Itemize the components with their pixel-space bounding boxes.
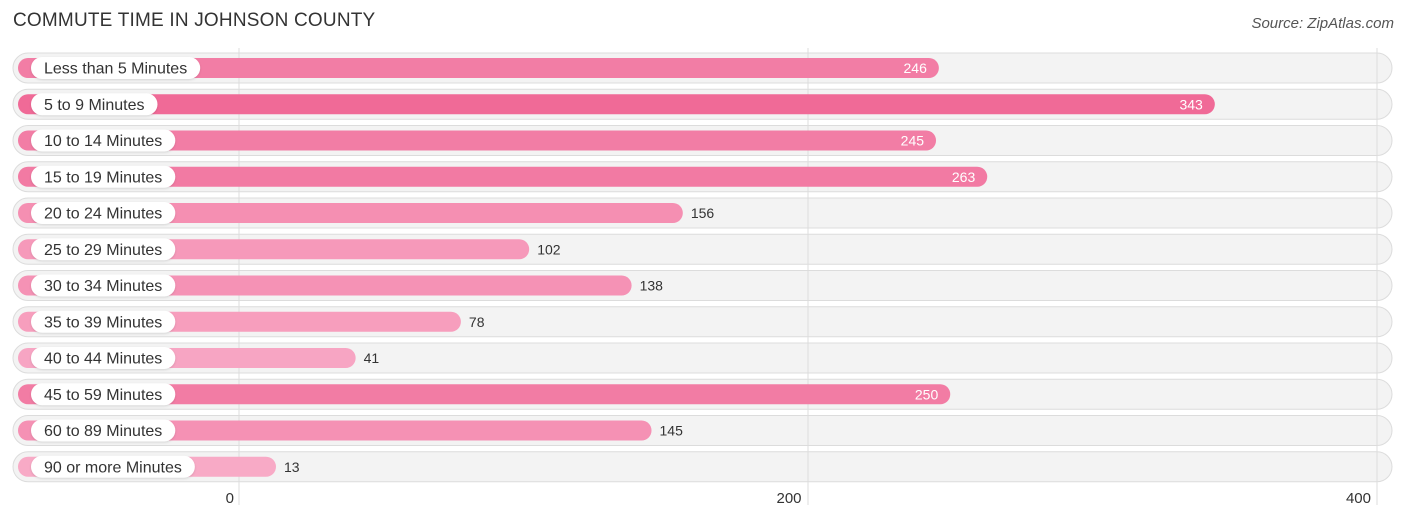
- category-label: 5 to 9 Minutes: [44, 97, 145, 114]
- category-label-pill: [31, 165, 176, 188]
- value-label: 343: [1179, 96, 1203, 112]
- category-label-pill: [31, 93, 158, 116]
- value-label: 246: [904, 60, 928, 76]
- category-label-pill: [31, 274, 176, 297]
- category-label-pill: [31, 310, 176, 333]
- category-label: 30 to 34 Minutes: [44, 278, 162, 295]
- category-labels: Less than 5 Minutes 5 to 9 Minutes 10 to 1…: [31, 57, 201, 478]
- bars: [18, 58, 1215, 477]
- category-label: 90 or more Minutes: [44, 459, 182, 476]
- value-label: 102: [537, 241, 561, 257]
- bar: [18, 203, 683, 223]
- category-label: 10 to 14 Minutes: [44, 133, 162, 150]
- category-label-pill: [31, 419, 176, 442]
- category-label-pill: [31, 57, 201, 79]
- category-label-pill: [31, 347, 176, 369]
- value-label: 138: [640, 278, 664, 294]
- category-label-pill: [31, 238, 176, 261]
- x-tick-label: 400: [1346, 490, 1371, 507]
- value-label: 156: [691, 205, 715, 221]
- category-label-pill: [31, 202, 176, 224]
- value-label: 263: [952, 169, 976, 185]
- bar: [18, 58, 939, 78]
- row-backgrounds: [12, 52, 1393, 483]
- x-tick-label: 200: [776, 490, 801, 507]
- row-background: [12, 451, 1393, 483]
- value-label: 145: [660, 423, 684, 439]
- category-label: 60 to 89 Minutes: [44, 423, 162, 440]
- value-labels: 246 343 245 263 156 102 138 78 41 250 145 13: [284, 60, 1203, 475]
- value-label: 78: [469, 314, 485, 330]
- category-label: 25 to 29 Minutes: [44, 242, 162, 259]
- category-label-pill: [31, 129, 176, 152]
- chart-title: COMMUTE TIME IN JOHNSON COUNTY: [13, 10, 376, 31]
- category-label: Less than 5 Minutes: [44, 61, 187, 78]
- category-label: 15 to 19 Minutes: [44, 169, 162, 186]
- bar: [18, 94, 1215, 115]
- source-note: Source: ZipAtlas.com: [1251, 15, 1394, 32]
- category-label: 45 to 59 Minutes: [44, 387, 162, 404]
- category-label-pill: [31, 455, 195, 478]
- bar: [18, 384, 951, 405]
- category-label: 40 to 44 Minutes: [44, 351, 162, 368]
- value-label: 250: [915, 386, 939, 402]
- bar: [18, 166, 988, 187]
- x-tick-label: 0: [226, 490, 234, 507]
- value-label: 245: [901, 133, 925, 149]
- value-label: 41: [364, 350, 380, 366]
- value-label: 13: [284, 459, 300, 475]
- bar: [18, 130, 937, 151]
- bar: [18, 420, 652, 441]
- category-label-pill: [31, 383, 176, 406]
- category-label: 20 to 24 Minutes: [44, 206, 162, 223]
- x-axis-ticks: 0 200 400: [226, 490, 1371, 507]
- category-label: 35 to 39 Minutes: [44, 314, 162, 331]
- row-background: [12, 342, 1393, 374]
